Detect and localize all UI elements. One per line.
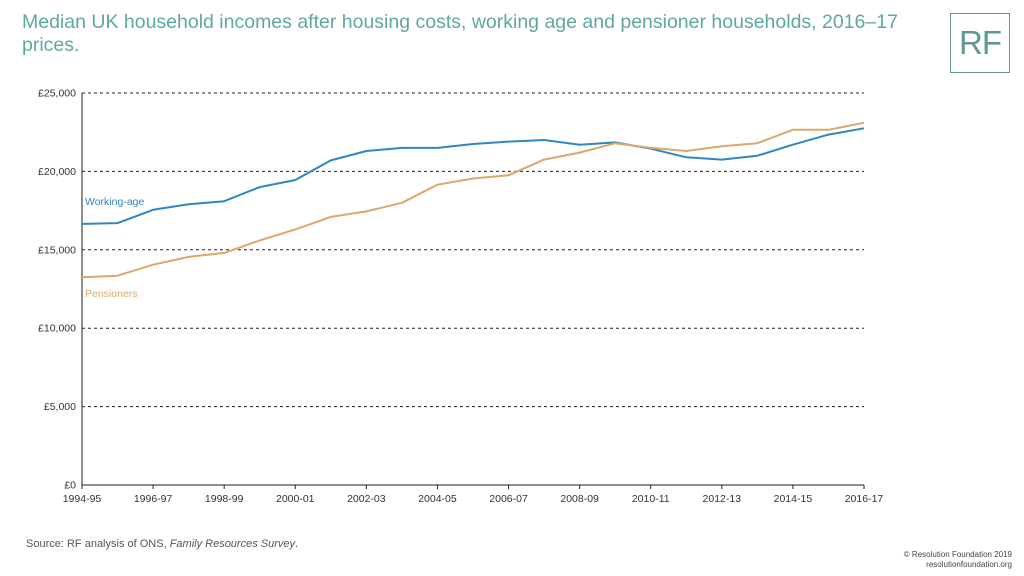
source-survey: Family Resources Survey xyxy=(169,538,296,550)
y-tick-label: £25,000 xyxy=(38,88,76,100)
x-tick-label: 2016-17 xyxy=(845,493,884,505)
copyright: © Resolution Foundation 2019 resolutionf… xyxy=(904,550,1012,570)
copyright-text: © Resolution Foundation 2019 xyxy=(903,550,1012,559)
x-tick-label: 2000-01 xyxy=(276,493,315,505)
line-chart: £0 £5,000 £10,000 £15,000 £20,000 £25,000 199… xyxy=(38,88,884,506)
source-label: Source: xyxy=(26,538,64,550)
x-tick-label: 2006-07 xyxy=(489,493,528,505)
y-tick-label: £10,000 xyxy=(38,323,76,335)
x-tick-label: 2002-03 xyxy=(347,493,386,505)
y-tick-label: £5,000 xyxy=(44,401,76,413)
x-tick-label: 1998-99 xyxy=(205,493,244,505)
y-tick-label: £0 xyxy=(64,480,76,492)
y-tick-label: £20,000 xyxy=(38,166,76,178)
x-tick-label: 2012-13 xyxy=(703,493,742,505)
series-label: Working-age xyxy=(85,196,144,208)
x-tick-label: 2004-05 xyxy=(418,493,457,505)
rf-logo: RF xyxy=(950,13,1010,73)
website-text: resolutionfoundation.org xyxy=(926,560,1012,569)
x-axis: 1994-95 1996-97 1998-99 2000-01 2002-03 2004-… xyxy=(63,93,884,505)
x-tick-label: 2008-09 xyxy=(560,493,599,505)
y-axis-ticks: £0 £5,000 £10,000 £15,000 £20,000 £25,000 xyxy=(38,88,76,492)
chart-title: Median UK household incomes after housin… xyxy=(22,11,898,56)
grid-lines xyxy=(82,92,864,408)
x-tick-label: 1994-95 xyxy=(63,493,102,505)
source-end: . xyxy=(295,538,299,550)
source-text: RF analysis of ONS, xyxy=(66,538,167,550)
series-label: Pensioners xyxy=(85,288,138,300)
y-tick-label: £15,000 xyxy=(38,244,76,256)
chart-series xyxy=(81,121,865,279)
series-labels: Working-age Pensioners xyxy=(85,196,144,300)
x-tick-label: 1996-97 xyxy=(134,493,173,505)
series-line-working-age xyxy=(81,127,865,225)
x-tick-label: 2014-15 xyxy=(774,493,813,505)
x-tick-label: 2010-11 xyxy=(632,493,670,505)
source-note: Source: RF analysis of ONS, Family Resou… xyxy=(26,538,298,550)
series-line-pensioners xyxy=(81,121,865,279)
